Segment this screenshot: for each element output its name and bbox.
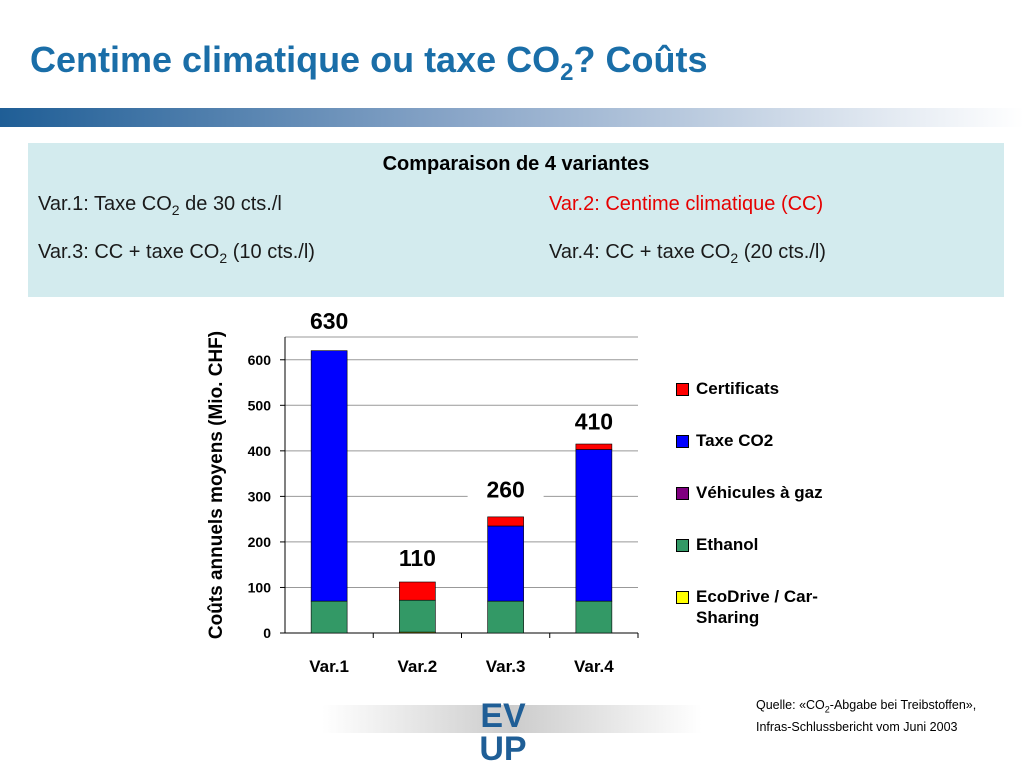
legend-entry: EcoDrive / Car-Sharing [676,586,856,638]
subscript: 2 [824,704,830,715]
legend-label: EcoDrive / Car-Sharing [696,587,818,627]
bar-segment [310,600,348,634]
title-band [0,108,1024,127]
total-label: 410 [575,408,613,434]
text-part: (20 cts./l) [738,241,826,263]
text-part: Var.4: CC + taxe CO [549,241,730,263]
bar-segment [575,449,613,602]
y-tick-label: 500 [248,397,272,413]
bar-segment [399,599,436,633]
x-tick-label: Var.1 [309,657,349,676]
legend-entry: Ethanol [676,534,856,586]
title-text: ? Coûts [573,39,707,80]
y-tick-label: 200 [248,534,272,550]
variant-text: Var.4: CC + taxe CO2 (20 cts./l) [549,241,826,266]
text-part: Var.1: Taxe CO [38,193,172,215]
total-label: 630 [310,308,348,334]
y-tick-label: 0 [263,625,271,641]
y-tick-label: 600 [248,352,272,368]
legend-label: Certificats [696,379,780,398]
title-subscript: 2 [560,59,573,86]
bar-segment [487,600,524,634]
bar-segment [487,516,524,527]
legend-swatch [676,383,689,396]
text-part: de 30 cts./l [180,193,282,215]
slide-title: Centime climatique ou taxe CO2? Coûts [30,39,707,86]
legend-entry: Taxe CO2 [676,430,856,482]
legend-entry: Certificats [676,378,856,430]
y-axis-label: Coûts annuels moyens (Mio. CHF) [206,331,227,639]
variants-panel [28,143,1004,297]
x-tick-label: Var.3 [486,657,526,676]
y-tick-label: 100 [248,579,272,595]
y-tick-label: 300 [248,488,272,504]
total-label: 110 [399,545,436,571]
text-part: Var.2: Centime climatique (CC) [549,193,823,215]
variant-text: Var.3: CC + taxe CO2 (10 cts./l) [38,241,315,266]
source-text: -Abgabe bei Treibstoffen», Infras-Schlus… [756,698,977,734]
bar-segment [575,443,613,450]
legend-label: Véhicules à gaz [696,483,823,502]
legend: Certificats Taxe CO2 Véhicules à gaz Ethano… [676,378,856,638]
subscript: 2 [219,250,227,266]
legend-swatch [676,435,689,448]
total-label-bg [291,306,368,337]
bar-segment [575,600,613,634]
total-label-bg [379,542,456,573]
text-part: Var.3: CC + taxe CO [38,241,219,263]
variants: Var.1: Taxe CO2 de 30 cts./l Var.2: Centi… [38,193,826,266]
text-part: (10 cts./l) [227,241,315,263]
logo-bottom: UP [479,730,526,768]
legend-swatch [676,487,689,500]
bar-segment [487,525,524,602]
subscript: 2 [730,250,738,266]
total-label-bg [555,406,632,437]
total-label: 260 [486,477,524,503]
source-text: Quelle: «CO [756,698,825,712]
subscript: 2 [172,202,180,218]
chart: 0 100 200 300 400 500 600 Coûts annuels moyens … [206,306,639,676]
legend-label: Taxe CO2 [696,431,774,450]
variant-text: Var.1: Taxe CO2 de 30 cts./l [38,193,282,218]
x-tick-label: Var.4 [574,657,614,676]
bar-segment [310,350,348,602]
logo-line [322,705,702,733]
legend-entry: Véhicules à gaz [676,482,856,534]
panel-heading: Comparaison de 4 variantes [383,153,650,175]
legend-swatch [676,539,689,552]
title-text: Centime climatique ou taxe CO [30,39,560,80]
variant-text: Var.2: Centime climatique (CC) [549,193,823,215]
total-label-bg [467,474,544,505]
logo-top: EV [480,697,526,735]
x-tick-label: Var.2 [398,657,438,676]
legend-label: Ethanol [696,535,759,554]
y-tick-label: 400 [248,443,272,459]
bar-segment [399,581,436,601]
legend-swatch [676,591,689,604]
source-note: Quelle: «CO2-Abgabe bei Treibstoffen», I… [756,697,996,736]
